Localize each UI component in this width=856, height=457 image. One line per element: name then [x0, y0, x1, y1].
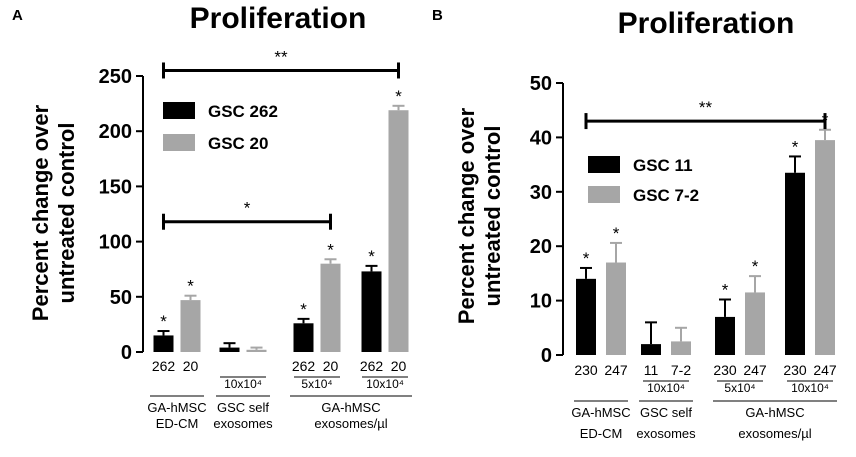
panel-b-condition-label: ED-CM — [580, 426, 623, 441]
panel-a-significance-star: * — [327, 240, 334, 259]
panel-a-condition-label: GSC self — [217, 400, 269, 415]
panel-a-category-label: 20 — [323, 358, 339, 374]
panel-b-condition-label: exosomes/µl — [738, 426, 811, 441]
panel-a-title: Proliferation — [190, 2, 367, 35]
panel-a-significance-star: * — [187, 277, 194, 296]
panel-a-comparison-label: * — [244, 199, 251, 218]
panel-b-bar — [745, 292, 765, 355]
panel-b-condition-label: GA-hMSC — [571, 405, 630, 420]
panel-a-significance-star: * — [160, 312, 167, 331]
panel-a-significance-star: * — [300, 300, 307, 319]
panel-a-group-dose: 10x10⁴ — [366, 377, 404, 391]
panel-b-category-label: 247 — [743, 362, 767, 378]
panel-b-bar — [671, 341, 691, 355]
panel-b-category-label: 247 — [813, 362, 837, 378]
panel-a-significance-star: * — [395, 87, 402, 106]
panel-a-bar — [320, 263, 341, 352]
panel-b-condition-label: exosomes — [636, 426, 696, 441]
panel-b-bar — [576, 278, 596, 355]
panel-a-condition-label: GA-hMSC — [147, 400, 206, 415]
panel-a-group-dose: 10x10⁴ — [224, 377, 262, 391]
panel-a-legend-swatch — [163, 134, 195, 151]
panel-a-condition-label: ED-CM — [156, 416, 199, 431]
panel-a-category-label: 262 — [152, 358, 176, 374]
panel-b-ytick-label: 0 — [541, 345, 552, 367]
panel-a-ytick-label: 150 — [99, 176, 132, 198]
panel-b-ytick-label: 20 — [530, 236, 552, 258]
panel-b-letter: B — [432, 7, 443, 24]
panel-a-category-label: 262 — [292, 358, 316, 374]
panel-a-ytick-label: 100 — [99, 232, 132, 254]
panel-b-ytick-label: 50 — [530, 73, 552, 95]
panel-b-title: Proliferation — [618, 7, 795, 40]
panel-a-bar — [293, 323, 314, 352]
panel-b-condition-label: GA-hMSC — [745, 405, 804, 420]
panel-b-category-label: 230 — [713, 362, 737, 378]
panel-b-ytick-label: 30 — [530, 182, 552, 204]
panel-b-bar — [641, 344, 661, 355]
panel-a-legend-swatch — [163, 102, 195, 119]
panel-b-legend-swatch — [588, 186, 620, 203]
panel-a-ylabel-line-2: untreated control — [54, 123, 79, 304]
panel-a-ytick-label: 200 — [99, 121, 132, 143]
panel-b-category-label: 7-2 — [671, 362, 691, 378]
panel-a-y-axis-label: Percent change over untreated control — [28, 104, 79, 321]
panel-a-bar — [361, 271, 382, 352]
panel-b-condition-label: GSC self — [640, 405, 692, 420]
panel-a-bar — [180, 300, 201, 352]
panel-b-category-label: 230 — [783, 362, 807, 378]
panel-b-ylabel-line-2: untreated control — [480, 126, 505, 307]
panel-b-category-label: 230 — [574, 362, 598, 378]
panel-b-legend-label: GSC 11 — [633, 156, 693, 175]
panel-a-legend-label: GSC 262 — [208, 102, 278, 121]
panel-a-legend-label: GSC 20 — [208, 134, 268, 153]
panel-a-condition-label: exosomes — [213, 416, 273, 431]
panel-b-ylabel-line-1: Percent change over — [454, 107, 479, 324]
panel-a-category-label: 262 — [360, 358, 384, 374]
panel-b-ytick-label: 10 — [530, 291, 552, 313]
panel-a-ytick-label: 250 — [99, 66, 132, 88]
panel-b-significance-star: * — [583, 249, 590, 268]
panel-a-bar — [246, 349, 267, 352]
panel-a-significance-star: * — [368, 247, 375, 266]
panel-b-bar — [815, 140, 835, 355]
panel-b-significance-star: * — [613, 224, 620, 243]
panel-b-bar — [606, 262, 626, 355]
panel-a-category-label: 20 — [183, 358, 199, 374]
panel-a-bar — [153, 335, 174, 352]
panel-a-comparison-label: ** — [274, 47, 288, 66]
panel-b-group-dose: 10x10⁴ — [791, 381, 829, 395]
panel-b-y-axis-label: Percent change over untreated control — [454, 107, 505, 324]
panel-b-significance-star: * — [792, 137, 799, 156]
panel-a-ytick-label: 0 — [121, 342, 132, 364]
panel-b-comparison-label: ** — [699, 98, 713, 117]
panel-a-ylabel-line-1: Percent change over — [28, 104, 53, 321]
panel-a-bar — [219, 347, 240, 352]
panel-a-ytick-label: 50 — [110, 287, 132, 309]
panel-b-category-label: 11 — [644, 362, 659, 378]
panel-b-group-dose: 5x10⁴ — [724, 381, 755, 395]
panel-b-significance-star: * — [752, 257, 759, 276]
panel-b-category-label: 247 — [604, 362, 628, 378]
panel-b-significance-star: * — [722, 281, 729, 300]
panel-b-legend-label: GSC 7-2 — [633, 186, 699, 205]
panel-a: A Proliferation Percent change over untreat… — [12, 2, 412, 431]
panel-a-bar — [388, 110, 409, 352]
panel-a-letter: A — [12, 7, 23, 24]
panel-a-category-label: 20 — [391, 358, 407, 374]
panel-b-legend-swatch — [588, 156, 620, 173]
panel-b-group-dose: 10x10⁴ — [647, 381, 685, 395]
panel-b: B Proliferation Percent change over untreat… — [432, 7, 837, 441]
panel-b-bar — [715, 316, 735, 355]
panel-b-ytick-label: 40 — [530, 127, 552, 149]
panel-a-group-dose: 5x10⁴ — [301, 377, 332, 391]
panel-a-condition-label: GA-hMSC — [321, 400, 380, 415]
panel-a-condition-label: exosomes/µl — [314, 416, 387, 431]
panel-b-bar — [785, 172, 805, 355]
